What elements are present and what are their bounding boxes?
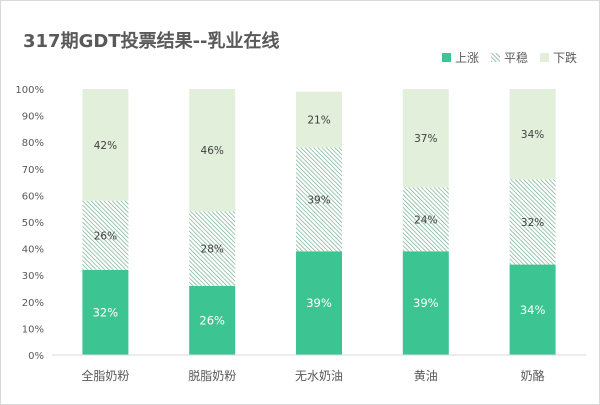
bar-segment-flat — [82, 200, 129, 270]
data-label-down: 37% — [414, 133, 437, 145]
legend-swatch-up — [441, 53, 451, 62]
legend-item-flat: 平稳 — [490, 49, 528, 66]
bar-segment-down — [82, 89, 129, 201]
x-category-label: 奶酪 — [521, 368, 545, 383]
bar-segment-flat — [402, 187, 449, 252]
data-label-up: 34% — [520, 303, 546, 317]
y-tick-label: 40% — [22, 245, 44, 256]
x-category-label: 黄油 — [414, 369, 438, 383]
data-label-flat: 28% — [201, 244, 224, 256]
bar-segment-up — [509, 264, 556, 355]
y-tick-label: 70% — [22, 165, 44, 176]
legend-swatch-down — [539, 53, 549, 62]
data-label-down: 34% — [521, 129, 544, 141]
data-label-down: 21% — [307, 115, 330, 127]
bar-segment-down — [189, 89, 236, 212]
y-tick-label: 20% — [22, 298, 44, 309]
legend-item-up: 上涨 — [441, 49, 479, 66]
legend-label-down: 下跌 — [552, 51, 577, 65]
y-tick-label: 80% — [22, 138, 44, 149]
chart-title: 317期GDT投票结果--乳业在线 — [23, 31, 280, 52]
bar-segment-flat — [509, 179, 556, 265]
bars-group: 32% 26% 42% 26% 28% 46% 39% 39% 21% 39% 24% 37% 34% 3… — [82, 89, 556, 355]
x-category-label: 脱脂奶粉 — [188, 368, 236, 383]
legend-label-flat: 平稳 — [503, 51, 528, 65]
y-tick-label: 90% — [22, 112, 44, 123]
legend-swatch-flat — [490, 53, 500, 62]
bar-segment-up — [402, 251, 449, 355]
bar-segment-down — [402, 89, 449, 188]
data-label-flat: 32% — [521, 217, 544, 229]
bar-segment-up — [296, 251, 342, 355]
chart-legend: 上涨 平稳 下跌 — [441, 49, 577, 66]
y-tick-label: 50% — [22, 218, 44, 229]
y-tick-label: 0% — [28, 351, 44, 362]
data-label-up: 39% — [306, 296, 332, 310]
y-tick-label: 100% — [15, 85, 44, 96]
data-label-down: 42% — [94, 140, 117, 152]
data-label-up: 26% — [199, 313, 225, 327]
data-label-flat: 39% — [307, 194, 330, 206]
legend-label-up: 上涨 — [454, 51, 479, 65]
x-category-label: 全脂奶粉 — [81, 368, 129, 383]
y-tick-label: 30% — [22, 271, 44, 282]
data-label-up: 32% — [93, 305, 119, 319]
data-label-flat: 24% — [414, 214, 437, 226]
bar-segment-flat — [296, 147, 342, 252]
legend-item-down: 下跌 — [539, 49, 577, 66]
y-tick-label: 10% — [22, 324, 44, 335]
bar-segment-up — [189, 285, 236, 355]
data-label-down: 46% — [201, 145, 224, 157]
y-axis: 0% 10% 20% 30% 40% 50% 60% 70% 80% 90% 100% — [15, 85, 44, 362]
x-axis: 全脂奶粉 脱脂奶粉 无水奶油 黄油 奶酪 — [52, 354, 586, 383]
bar-segment-up — [82, 269, 129, 355]
bar-segment-down — [509, 89, 556, 180]
bar-segment-down — [296, 91, 342, 148]
data-label-flat: 26% — [94, 230, 117, 242]
data-label-up: 39% — [413, 296, 439, 310]
x-category-label: 无水奶油 — [295, 369, 343, 383]
y-tick-label: 60% — [22, 191, 44, 202]
bar-segment-flat — [189, 211, 236, 286]
